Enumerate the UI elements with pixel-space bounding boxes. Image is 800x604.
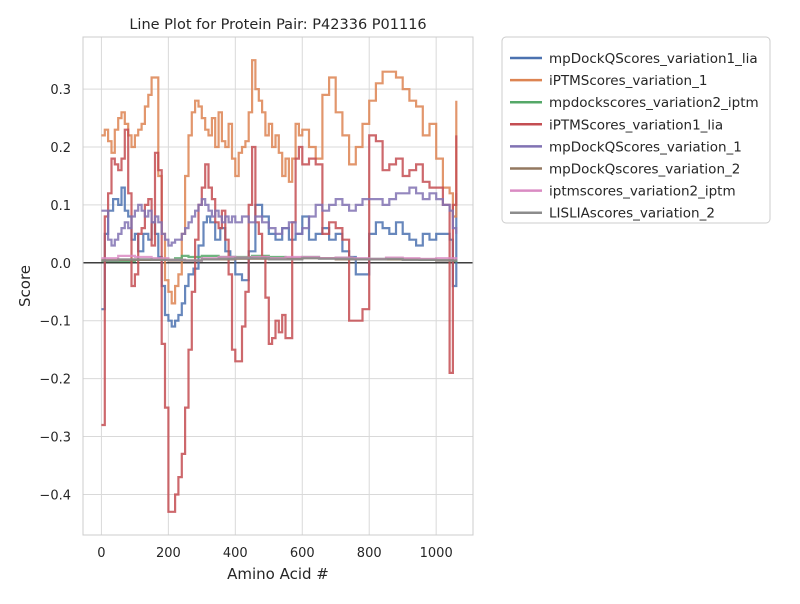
series-line-mpdockqscores-variation-1	[101, 186, 458, 247]
legend-box	[501, 36, 771, 224]
x-axis-label: Amino Acid #	[227, 565, 329, 583]
legend-label-iptmscores-variation2-iptm: iptmscores_variation2_iptm	[549, 184, 736, 200]
legend-label-lisliascores-variation-2: LISLIAscores_variation_2	[549, 206, 715, 222]
y-tick-label: −0.1	[39, 315, 71, 330]
y-tick-label: 0.0	[50, 257, 71, 272]
legend-label-mpdockqscores-variation-1: mpDockQScores_variation_1	[549, 139, 742, 155]
legend-label-mpdockscores-variation2-iptm: mpdockscores_variation2_iptm	[549, 95, 759, 111]
grid-lines	[83, 37, 473, 535]
y-axis-label: Score	[16, 265, 34, 307]
x-tick-label: 600	[290, 546, 315, 561]
x-tick-label: 0	[97, 546, 105, 561]
series-line-iptmscores-variation1-lia	[101, 128, 458, 513]
legend-label-mpdockqscores-variation-2: mpDockQscores_variation_2	[549, 162, 740, 178]
y-tick-label: 0.3	[50, 83, 71, 98]
y-tick-label: −0.3	[39, 431, 71, 446]
y-tick-label: −0.4	[39, 488, 71, 503]
legend: mpDockQScores_variation1_lia iPTMScores_v…	[501, 36, 771, 224]
series-line-iptmscores-variation-1	[101, 59, 458, 305]
x-tick-label: 400	[223, 546, 248, 561]
legend-label-iptmscores-variation-1: iPTMScores_variation_1	[549, 73, 707, 89]
y-tick-label: 0.2	[50, 141, 71, 156]
series-line-lisliascores-variation-2	[101, 257, 458, 262]
x-tick-label: 800	[357, 546, 382, 561]
series-lines	[101, 59, 458, 513]
chart-title: Line Plot for Protein Pair: P42336 P0111…	[129, 17, 426, 33]
y-tick-label: 0.1	[50, 199, 71, 214]
plot-frame	[82, 36, 474, 536]
y-tick-label: −0.2	[39, 373, 71, 388]
legend-label-iptmscores-variation1-lia: iPTMScores_variation1_lia	[549, 117, 723, 133]
y-tick-labels: −0.4 −0.3 −0.2 −0.1 0.0 0.1 0.2 0.3	[39, 83, 71, 503]
x-tick-labels: 0 200 400 600 800 1000	[97, 546, 452, 561]
x-tick-label: 1000	[420, 546, 453, 561]
x-tick-label: 200	[156, 546, 181, 561]
legend-label-mpdockqscores-variation1-lia: mpDockQScores_variation1_lia	[549, 51, 758, 67]
